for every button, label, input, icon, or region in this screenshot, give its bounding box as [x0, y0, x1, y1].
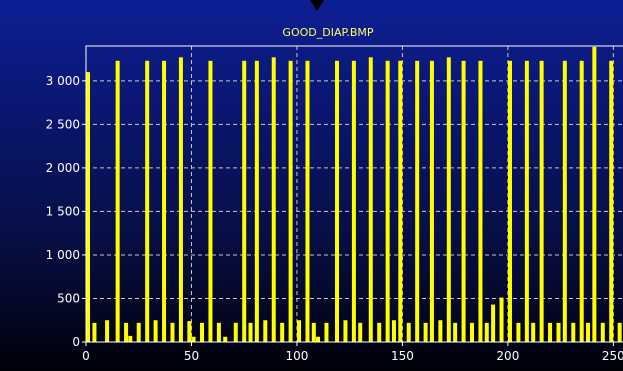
- bar-series: [86, 46, 622, 343]
- histogram-bar: [128, 335, 133, 342]
- histogram-bar: [254, 60, 259, 343]
- histogram-bar: [391, 320, 396, 342]
- histogram-bar: [233, 322, 238, 342]
- histogram-bar: [609, 60, 614, 343]
- histogram-bar: [200, 322, 205, 342]
- histogram-bar: [191, 336, 196, 342]
- histogram-bar: [438, 320, 443, 342]
- axes: 0 500 1 000 1 500 2 000 2 500 3 000 0 50 100 150 20…: [46, 74, 623, 363]
- histogram-bar: [484, 322, 489, 342]
- histogram-bar: [124, 322, 129, 342]
- histogram-bar: [461, 60, 466, 343]
- y-tick-label: 1 000: [46, 248, 80, 262]
- histogram-bar: [335, 60, 340, 343]
- histogram-bar: [531, 322, 536, 342]
- histogram-bar: [343, 320, 348, 342]
- x-tick-label: 0: [82, 349, 90, 363]
- histogram-bar: [571, 322, 576, 342]
- histogram-bar: [548, 322, 553, 342]
- histogram-bar: [288, 60, 293, 343]
- plot-frame: [85, 45, 623, 343]
- histogram-bar: [499, 297, 504, 342]
- histogram-bar: [385, 60, 390, 343]
- histogram-bar: [415, 60, 420, 343]
- histogram-bar: [507, 60, 512, 343]
- histogram-bar: [446, 57, 451, 342]
- histogram-bar: [242, 60, 247, 343]
- histogram-bar: [592, 46, 597, 343]
- histogram-bar: [470, 322, 475, 342]
- histogram-bar: [562, 60, 567, 343]
- histogram-bar: [516, 322, 521, 342]
- histogram-bar: [423, 322, 428, 342]
- y-tick-label: 3 000: [46, 74, 80, 88]
- histogram-bar: [297, 320, 302, 342]
- histogram-bar: [153, 320, 158, 342]
- histogram-bar: [586, 322, 591, 342]
- histogram-bar: [208, 60, 213, 343]
- y-tick-label: 2 500: [46, 117, 80, 131]
- histogram-bar: [162, 60, 167, 343]
- histogram-bar: [579, 60, 584, 343]
- histogram-bar: [86, 72, 90, 342]
- histogram-bar: [263, 320, 268, 342]
- y-tick-label: 500: [57, 291, 80, 305]
- y-tick-label: 0: [72, 335, 80, 349]
- histogram-bar: [223, 336, 228, 342]
- histogram-bar: [600, 322, 605, 342]
- x-tick-label: 200: [496, 349, 519, 363]
- x-tick-label: 150: [391, 349, 414, 363]
- histogram-bar: [398, 60, 403, 343]
- histogram-bar: [105, 320, 110, 342]
- selection-pointer-icon: [310, 0, 324, 11]
- histogram-bar: [358, 322, 363, 342]
- histogram-bar: [556, 322, 561, 342]
- x-tick-label: 100: [285, 349, 308, 363]
- x-tick-label: 50: [184, 349, 199, 363]
- histogram-bar: [216, 322, 221, 342]
- histogram-bar: [271, 57, 276, 342]
- grid: [86, 46, 623, 342]
- histogram-bar: [305, 60, 310, 343]
- histogram-bar: [524, 60, 529, 343]
- histogram-bar: [377, 322, 382, 342]
- histogram-bar: [406, 322, 411, 342]
- histogram-bar: [617, 322, 622, 342]
- chart-title: GOOD_DIAP.BMP: [282, 26, 374, 39]
- histogram-bar: [280, 322, 285, 342]
- histogram-bar: [491, 304, 496, 342]
- histogram-bar: [248, 322, 253, 342]
- histogram-bar: [324, 322, 329, 342]
- histogram-bar: [115, 60, 120, 343]
- x-tick-label: 250: [602, 349, 623, 363]
- histogram-bar: [316, 336, 321, 342]
- histogram-bar: [170, 322, 175, 342]
- histogram-bar: [539, 60, 544, 343]
- histogram-bar: [187, 321, 192, 342]
- histogram-bar: [351, 60, 356, 343]
- histogram-bar: [478, 60, 483, 343]
- histogram-bar: [429, 60, 434, 343]
- histogram-bar: [368, 57, 373, 342]
- histogram-bar: [311, 322, 316, 342]
- histogram-bar: [92, 322, 97, 342]
- y-tick-label: 1 500: [46, 204, 80, 218]
- histogram-bar: [145, 60, 150, 343]
- histogram-bar: [178, 57, 183, 342]
- y-tick-label: 2 000: [46, 161, 80, 175]
- histogram-bar: [453, 322, 458, 342]
- histogram-bar: [136, 322, 141, 342]
